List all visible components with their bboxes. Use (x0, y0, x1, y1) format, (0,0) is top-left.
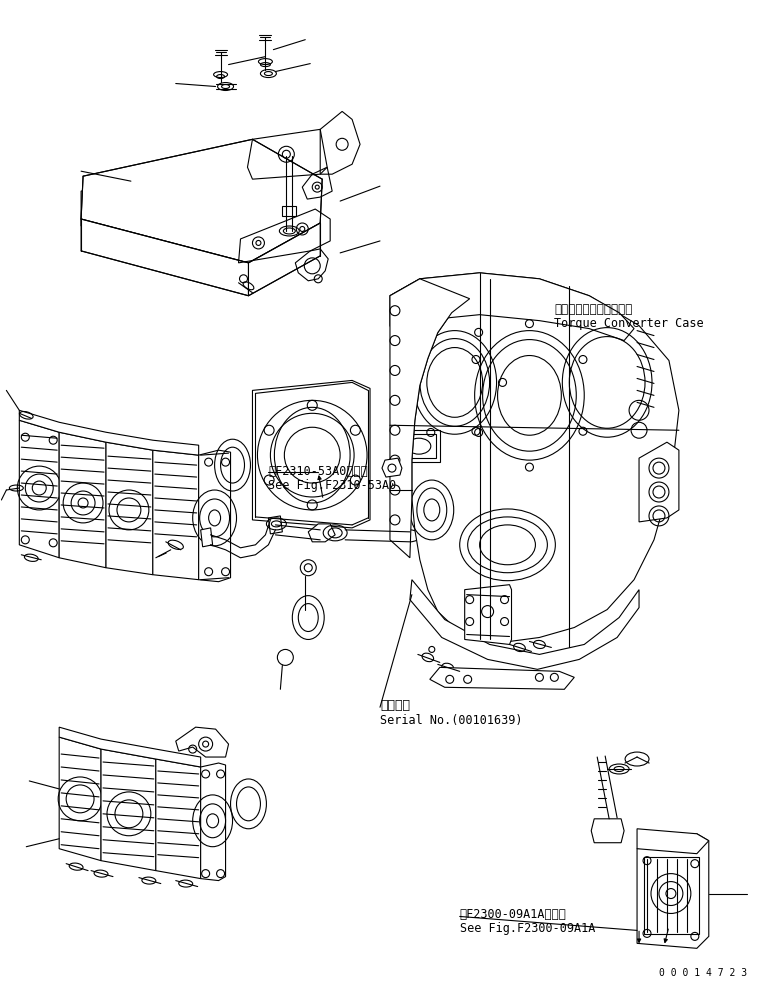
Text: 適用号機: 適用号機 (380, 699, 410, 712)
Polygon shape (430, 668, 575, 689)
Polygon shape (59, 727, 201, 767)
Polygon shape (637, 833, 709, 948)
Polygon shape (101, 749, 156, 871)
Polygon shape (19, 411, 199, 455)
Bar (644, 857, 699, 934)
Polygon shape (199, 450, 230, 581)
Polygon shape (390, 273, 634, 340)
Polygon shape (59, 737, 101, 861)
Polygon shape (176, 727, 229, 757)
Polygon shape (156, 759, 201, 879)
Polygon shape (309, 524, 335, 542)
Text: 第F2300-09A1A図参照: 第F2300-09A1A図参照 (459, 909, 566, 922)
Polygon shape (637, 828, 709, 854)
Polygon shape (639, 442, 679, 522)
Polygon shape (59, 433, 106, 567)
Bar (402, 434, 436, 458)
Text: See Fig.F2310-53A0: See Fig.F2310-53A0 (268, 479, 396, 492)
Text: 第F2310-53A0図参照: 第F2310-53A0図参照 (268, 465, 368, 478)
Polygon shape (268, 516, 283, 534)
Polygon shape (81, 219, 249, 296)
Polygon shape (390, 279, 470, 558)
Bar (398, 431, 440, 462)
Polygon shape (390, 273, 679, 642)
Polygon shape (249, 223, 320, 296)
Polygon shape (153, 450, 199, 579)
Text: トルクコンバータケース: トルクコンバータケース (554, 303, 633, 315)
Polygon shape (201, 528, 212, 547)
Polygon shape (465, 584, 512, 645)
Polygon shape (201, 763, 226, 881)
Text: Serial No.(00101639): Serial No.(00101639) (380, 714, 522, 727)
Polygon shape (283, 206, 296, 216)
Polygon shape (410, 579, 639, 670)
Text: See Fig.F2300-09A1A: See Fig.F2300-09A1A (459, 923, 595, 935)
Text: 0 0 0 1 4 7 2 3: 0 0 0 1 4 7 2 3 (659, 968, 747, 978)
Polygon shape (591, 818, 624, 843)
Polygon shape (252, 380, 370, 528)
Polygon shape (106, 442, 153, 574)
Polygon shape (81, 139, 322, 263)
Polygon shape (19, 421, 59, 558)
Polygon shape (382, 458, 402, 477)
Text: Torque Converter Case: Torque Converter Case (554, 316, 704, 329)
